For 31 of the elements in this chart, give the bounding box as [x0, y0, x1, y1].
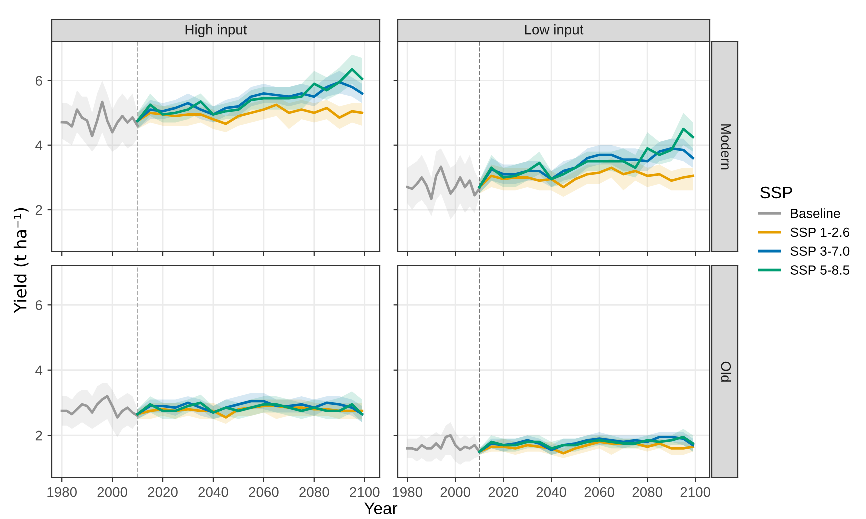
legend-label: Baseline: [791, 208, 840, 218]
legend-title: SSP: [760, 186, 792, 199]
y-tick-label: 2: [36, 205, 42, 216]
x-tick-label: 2100: [680, 487, 711, 498]
legend-label: SSP 5-8.5: [790, 266, 850, 275]
x-tick-label: 2100: [350, 487, 380, 498]
x-tick-label: 1980: [48, 487, 77, 498]
x-tick-label: 2000: [440, 487, 471, 498]
y-tick-label: 4: [36, 366, 43, 376]
y2-axis-title: Modern: [721, 124, 732, 170]
x-tick-label: 1980: [393, 487, 423, 498]
x-axis-title: Year: [364, 502, 398, 514]
legend-label: SSP 1-2.6: [790, 228, 850, 238]
y-tick-label: 6: [36, 300, 42, 310]
x-tick-label: 2040: [198, 487, 228, 498]
x-tick-label: 2020: [488, 487, 519, 498]
y-axis-title: Yield (t ha⁻¹): [14, 208, 29, 314]
y2-axis-title: Old: [721, 362, 732, 382]
y-tick-label: 2: [36, 430, 42, 441]
x-tick-label: 2060: [249, 487, 279, 498]
chart-title: High input: [186, 24, 248, 38]
x-tick-label: 2080: [300, 487, 330, 498]
x-tick-label: 2020: [148, 487, 178, 498]
x-tick-label: 2080: [632, 487, 663, 498]
y-tick-label: 4: [36, 140, 43, 150]
x-tick-label: 2000: [98, 487, 128, 498]
x-tick-label: 2040: [536, 487, 567, 498]
legend-label: SSP 3-7.0: [790, 246, 850, 256]
x-tick-label: 2060: [584, 487, 615, 498]
chart-title: Low input: [525, 24, 584, 38]
y-tick-label: 6: [36, 76, 42, 86]
